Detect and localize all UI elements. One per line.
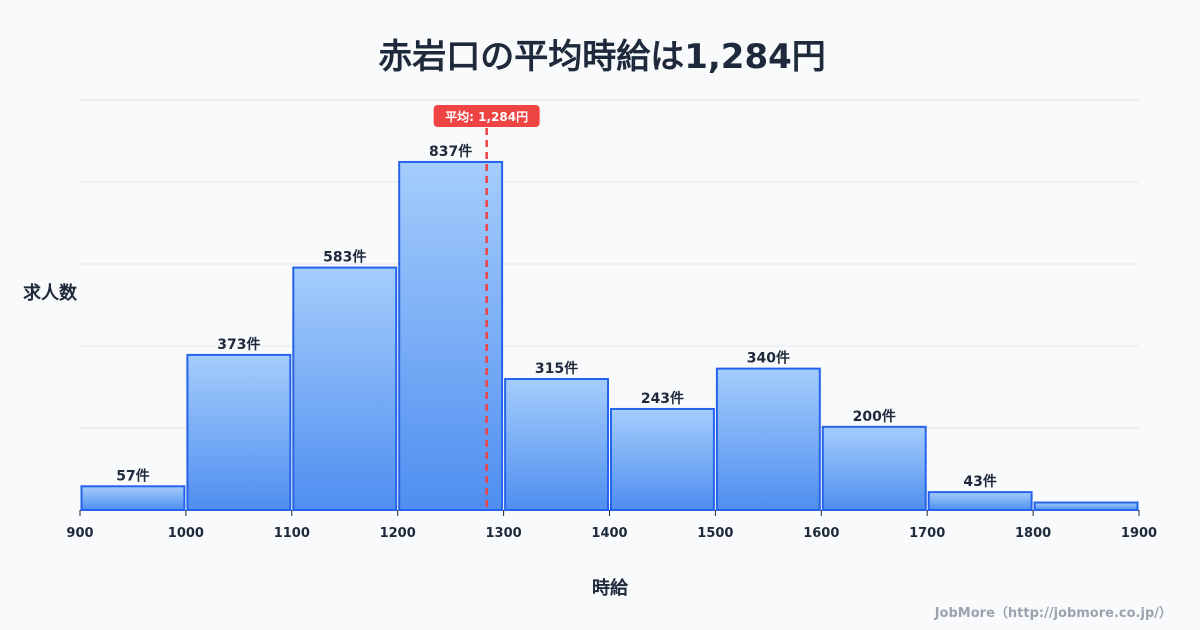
bar-value-label: 837件 bbox=[429, 143, 472, 160]
x-tick-label: 1100 bbox=[274, 526, 310, 541]
histogram-bar bbox=[80, 485, 186, 512]
x-tick-label: 1500 bbox=[697, 526, 733, 541]
x-tick-label: 900 bbox=[66, 526, 93, 541]
bar-value-label: 200件 bbox=[853, 408, 896, 425]
histogram-bar bbox=[292, 266, 398, 511]
x-tick-label: 1400 bbox=[591, 526, 627, 541]
histogram-bar bbox=[186, 353, 292, 512]
x-tick-label: 1200 bbox=[380, 526, 416, 541]
credit: JobMore（http://jobmore.co.jp/） bbox=[934, 605, 1172, 621]
y-axis-label: 求人数 bbox=[23, 282, 78, 304]
histogram-bar bbox=[610, 407, 715, 512]
x-tick-label: 1300 bbox=[486, 526, 522, 541]
x-tick-label: 1700 bbox=[909, 526, 945, 541]
chart-title: 赤岩口の平均時給は1,284円 bbox=[378, 37, 826, 77]
mean-label: 平均: 1,284円 bbox=[445, 109, 528, 124]
x-tick-label: 1000 bbox=[168, 526, 204, 541]
histogram-bar bbox=[504, 378, 610, 512]
bar-value-label: 315件 bbox=[535, 360, 578, 377]
x-axis-label: 時給 bbox=[592, 577, 629, 599]
bar-value-label: 57件 bbox=[116, 467, 149, 484]
histogram-bar bbox=[821, 425, 927, 511]
bar-value-label: 373件 bbox=[217, 336, 260, 353]
x-tick-label: 1600 bbox=[803, 526, 839, 541]
bar-value-label: 243件 bbox=[641, 390, 684, 407]
histogram-bar bbox=[715, 367, 821, 511]
histogram-bar bbox=[398, 160, 504, 511]
mean-badge bbox=[433, 105, 540, 127]
x-tick-label: 1800 bbox=[1015, 526, 1051, 541]
bar-value-label: 583件 bbox=[323, 249, 366, 266]
bar-value-label: 340件 bbox=[747, 350, 790, 367]
histogram-bar bbox=[927, 491, 1033, 512]
bar-value-label: 43件 bbox=[963, 473, 996, 490]
histogram-bar bbox=[1033, 501, 1139, 511]
x-tick-label: 1900 bbox=[1121, 526, 1157, 541]
